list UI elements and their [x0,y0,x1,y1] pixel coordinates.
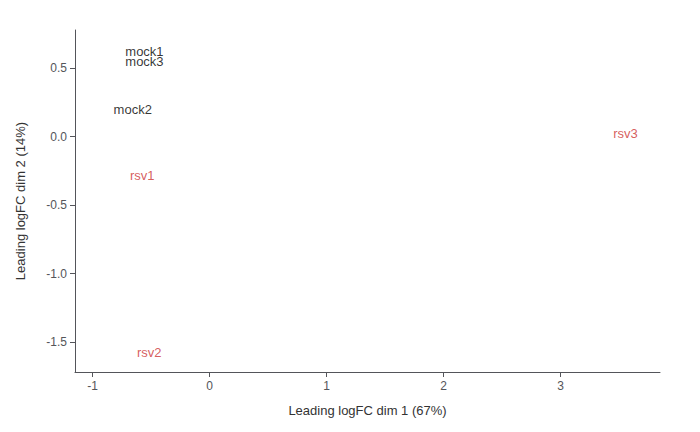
svg-text:rsv3: rsv3 [613,126,638,141]
svg-text:Leading logFC dim 1 (67%): Leading logFC dim 1 (67%) [288,403,446,418]
svg-text:0.0: 0.0 [50,130,67,144]
svg-text:mock3: mock3 [125,54,163,69]
svg-text:-1: -1 [87,379,98,393]
svg-text:2: 2 [440,379,447,393]
svg-text:-0.5: -0.5 [46,198,67,212]
svg-text:rsv1: rsv1 [130,168,155,183]
svg-text:rsv2: rsv2 [137,345,162,360]
svg-text:Leading logFC dim 2 (14%): Leading logFC dim 2 (14%) [13,122,28,280]
svg-text:1: 1 [323,379,330,393]
svg-text:mock1: mock1 [125,44,164,60]
svg-text:0: 0 [206,379,213,393]
svg-text:3: 3 [557,379,564,393]
svg-text:-1.0: -1.0 [46,267,67,281]
svg-text:-1.5: -1.5 [46,335,67,349]
svg-text:0.5: 0.5 [50,61,67,75]
svg-text:mock2: mock2 [114,102,152,117]
